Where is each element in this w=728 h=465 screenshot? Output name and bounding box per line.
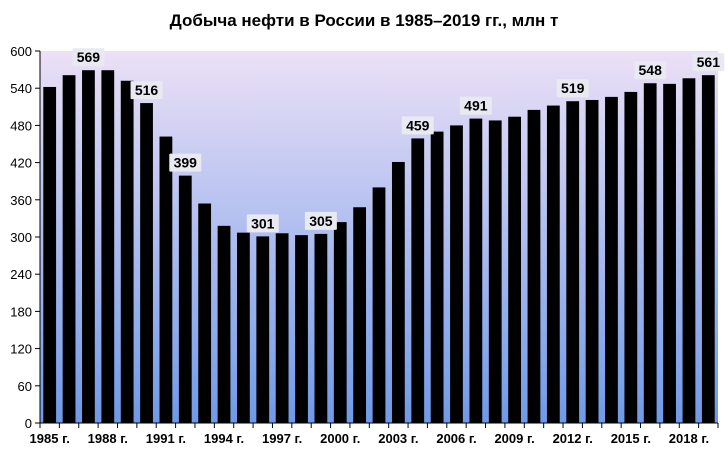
bar (217, 225, 231, 423)
bar (237, 232, 250, 423)
data-label-bg (130, 81, 163, 100)
data-label-bg (304, 211, 337, 230)
y-tick-label: 180 (10, 304, 32, 319)
data-label: 459 (406, 117, 430, 133)
bar (546, 105, 560, 423)
data-label: 569 (77, 49, 101, 65)
bar (178, 175, 192, 423)
bar (643, 83, 657, 424)
x-axis: 1985 г. 1988 г. 1991 г. 1994 г. 1997 г. 2000 … (30, 422, 719, 446)
data-label: 491 (464, 98, 488, 114)
y-tick-label: 0 (25, 416, 32, 431)
y-tick-label: 120 (10, 342, 32, 357)
bar (566, 101, 580, 423)
x-tick-label: 1994 г. (204, 431, 244, 446)
bar (295, 235, 308, 423)
bar (314, 233, 328, 423)
data-label-bg (692, 53, 725, 72)
bar (333, 222, 347, 423)
bar (469, 118, 483, 423)
bar (275, 233, 289, 423)
bar (585, 99, 599, 423)
data-label: 519 (561, 80, 585, 96)
data-label-bg (634, 61, 667, 80)
bar (101, 70, 115, 423)
data-label: 301 (251, 215, 275, 231)
y-tick-label: 360 (10, 193, 32, 208)
bar (411, 138, 425, 424)
bar (43, 86, 57, 424)
x-tick-label: 2006 г. (436, 431, 476, 446)
data-label: 399 (174, 155, 198, 171)
x-tick-label: 1991 г. (146, 431, 186, 446)
x-tick-label: 2003 г. (378, 431, 418, 446)
y-axis: 0 60 120 180 240 300 360 420 480 540 600 (10, 44, 41, 431)
x-tick-label: 2009 г. (494, 431, 534, 446)
data-label-bg (556, 79, 589, 98)
data-label: 561 (697, 54, 721, 70)
bar (508, 116, 521, 423)
bars-group (43, 70, 715, 424)
bar (624, 91, 638, 424)
data-label: 548 (639, 62, 663, 78)
chart-title: Добыча нефти в России в 1985–2019 гг., м… (170, 11, 559, 30)
y-tick-label: 600 (10, 44, 32, 59)
y-tick-label: 300 (10, 230, 32, 245)
data-label-bg (246, 214, 279, 233)
y-tick-label: 420 (10, 156, 32, 171)
bar (663, 83, 676, 424)
bar (62, 75, 76, 424)
x-tick-label: 2012 г. (553, 431, 593, 446)
x-tick-label: 2000 г. (320, 431, 360, 446)
bar (430, 131, 444, 423)
bar (120, 80, 134, 423)
y-tick-label: 240 (10, 267, 32, 282)
y-tick-label: 60 (18, 379, 32, 394)
bar (701, 75, 715, 424)
data-label-bg (169, 153, 202, 172)
bar (391, 161, 405, 424)
data-label-bg (459, 96, 492, 115)
bar (450, 125, 463, 424)
bar (256, 236, 270, 423)
data-label: 305 (309, 213, 333, 229)
bar (82, 70, 95, 423)
x-tick-label: 1997 г. (262, 431, 302, 446)
bar (159, 136, 173, 423)
bar (682, 78, 696, 423)
data-labels-group: 569 516 399 301 305 459 491 519 548 561 (72, 48, 725, 233)
bar (488, 120, 502, 423)
y-tick-label: 540 (10, 81, 32, 96)
bar (198, 203, 212, 423)
bar (353, 207, 367, 423)
x-tick-label: 1985 г. (30, 431, 70, 446)
y-tick-label: 480 (10, 118, 32, 133)
x-tick-label: 1988 г. (88, 431, 128, 446)
data-label-bg (72, 48, 105, 67)
bar (527, 109, 541, 424)
x-tick-label: 2015 г. (611, 431, 651, 446)
data-label: 516 (135, 82, 159, 98)
bar (372, 187, 386, 423)
bar (605, 96, 618, 423)
data-label-bg (401, 116, 434, 135)
bar (140, 103, 153, 423)
x-tick-label: 2018 г. (669, 431, 709, 446)
